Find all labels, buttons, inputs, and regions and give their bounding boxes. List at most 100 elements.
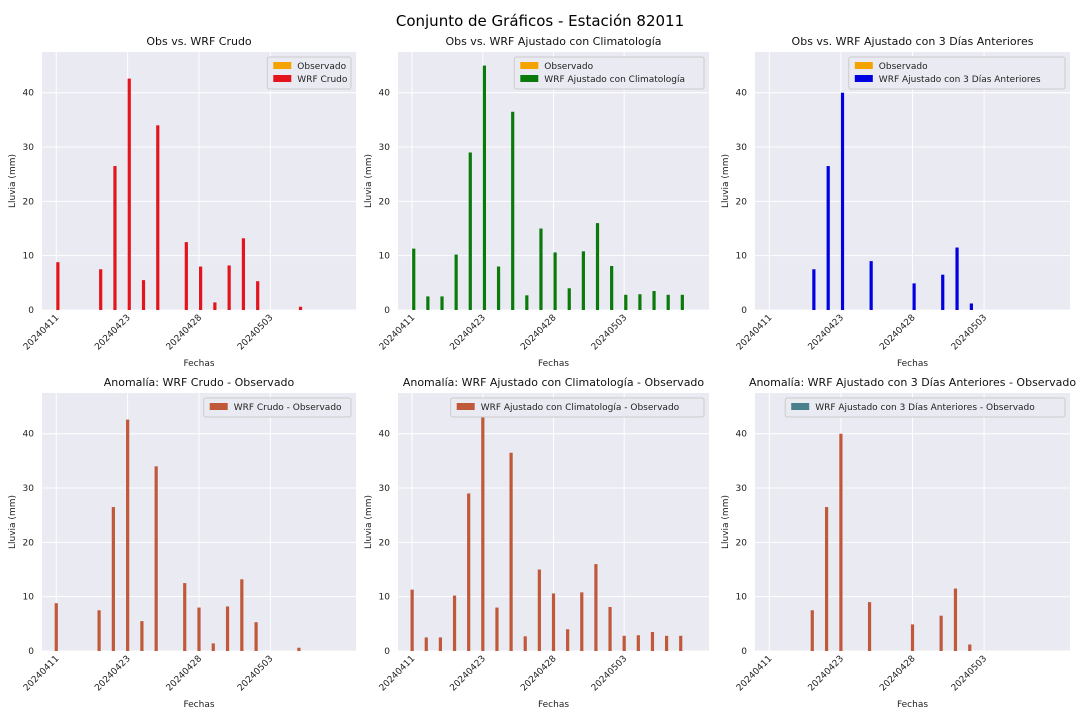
x-axis-label: Fechas: [538, 700, 569, 710]
legend-swatch: [520, 62, 539, 69]
legend-box: [203, 397, 352, 418]
bar: [225, 606, 230, 651]
bar: [867, 602, 872, 651]
y-tick-label: 20: [736, 538, 748, 548]
legend-label: WRF Crudo - Observado: [234, 403, 342, 413]
bar: [566, 629, 570, 651]
legend-label: Observado: [544, 62, 593, 72]
bar: [241, 238, 246, 310]
bar: [810, 610, 814, 651]
x-tick-label: 20240503: [236, 654, 275, 693]
y-tick-label: 10: [23, 593, 35, 603]
x-tick-label: 20240428: [519, 313, 559, 353]
bar: [594, 564, 598, 651]
x-tick-label: 20240411: [735, 313, 774, 352]
legend-label: WRF Ajustado con Climatología - Observad…: [481, 403, 680, 413]
bar: [482, 65, 487, 310]
bar: [539, 228, 543, 310]
bar: [438, 637, 443, 651]
x-axis-label: Fechas: [538, 359, 569, 369]
bar: [537, 569, 541, 651]
y-tick-label: 30: [23, 484, 35, 494]
bar: [496, 266, 501, 310]
x-axis-label: Fechas: [897, 700, 928, 710]
y-tick-label: 20: [23, 538, 35, 548]
legend: WRF Crudo - Observado: [203, 397, 352, 418]
bar: [440, 296, 444, 310]
y-tick-label: 30: [379, 484, 391, 494]
bar: [140, 621, 144, 651]
chart-panel-1: 0 10 20 30 40 20240411 20240423 20240428 2024050…: [8, 35, 356, 369]
y-tick-label: 20: [379, 197, 391, 207]
bar: [154, 466, 158, 651]
bar: [680, 294, 684, 310]
legend: Observado WRF Ajustado con 3 Días Anterio…: [848, 56, 1066, 90]
x-axis-label: Fechas: [897, 359, 928, 369]
bar: [454, 254, 458, 310]
bar: [254, 622, 258, 651]
bar: [523, 636, 527, 651]
bar: [941, 274, 945, 310]
y-tick-label: 0: [384, 647, 390, 657]
legend-swatch: [854, 62, 873, 69]
x-axis-label: Fechas: [183, 359, 214, 369]
bar: [183, 583, 187, 651]
legend-swatch: [273, 75, 292, 82]
bar: [297, 647, 301, 651]
legend-label: WRF Ajustado con 3 Días Anteriores: [879, 75, 1041, 85]
panel-title: Anomalía: WRF Crudo - Observado: [104, 376, 295, 389]
x-axis-label: Fechas: [183, 700, 214, 710]
bar: [410, 589, 414, 651]
bar: [481, 412, 485, 651]
bar: [126, 419, 130, 651]
bar: [256, 281, 260, 310]
y-tick-label: 10: [379, 593, 391, 603]
y-axis-label: Lluvia (mm): [721, 154, 731, 208]
bar: [495, 607, 499, 651]
y-tick-label: 40: [23, 430, 35, 440]
bar: [213, 302, 217, 310]
x-tick-label: 20240428: [878, 313, 918, 353]
bar: [240, 579, 244, 651]
bar: [509, 452, 513, 651]
y-tick-label: 20: [379, 538, 391, 548]
bar: [553, 252, 557, 310]
x-tick-label: 20240503: [950, 313, 989, 352]
bar: [426, 296, 430, 310]
x-tick-label: 20240423: [807, 313, 846, 352]
legend: WRF Ajustado con Climatología - Observad…: [450, 397, 705, 418]
legend-box: [450, 397, 705, 418]
legend-label: Observado: [879, 62, 928, 72]
bar: [452, 595, 457, 651]
legend-swatch: [456, 403, 475, 410]
bar: [127, 78, 131, 310]
y-axis-label: Lluvia (mm): [8, 495, 18, 549]
bar: [812, 269, 816, 310]
legend-label: WRF Ajustado con Climatología: [544, 75, 685, 85]
bar: [826, 166, 830, 310]
y-tick-label: 0: [741, 647, 747, 657]
bar: [939, 615, 943, 651]
bar: [910, 624, 915, 651]
bar: [412, 248, 416, 310]
y-axis-label: Lluvia (mm): [364, 495, 374, 549]
legend-label: WRF Crudo: [297, 75, 348, 85]
x-tick-label: 20240503: [950, 654, 989, 693]
chart-panel-4: 0 10 20 30 40 20240411 20240423 20240428 2024050…: [8, 376, 356, 710]
bar: [840, 92, 845, 310]
bar: [467, 493, 471, 651]
bar: [664, 635, 669, 651]
bar: [511, 111, 515, 310]
y-tick-label: 20: [23, 197, 35, 207]
y-tick-label: 40: [736, 430, 748, 440]
y-tick-label: 10: [736, 252, 748, 262]
y-tick-label: 30: [23, 143, 35, 153]
x-tick-label: 20240423: [448, 654, 487, 693]
bar: [636, 635, 640, 651]
panel-title: Anomalía: WRF Ajustado con 3 Días Anteri…: [749, 376, 1076, 389]
x-tick-label: 20240428: [165, 313, 205, 353]
y-axis-label: Lluvia (mm): [364, 154, 374, 208]
figure-title: Conjunto de Gráficos - Estación 82011: [396, 12, 684, 30]
bar: [610, 266, 614, 310]
y-tick-label: 20: [736, 197, 748, 207]
